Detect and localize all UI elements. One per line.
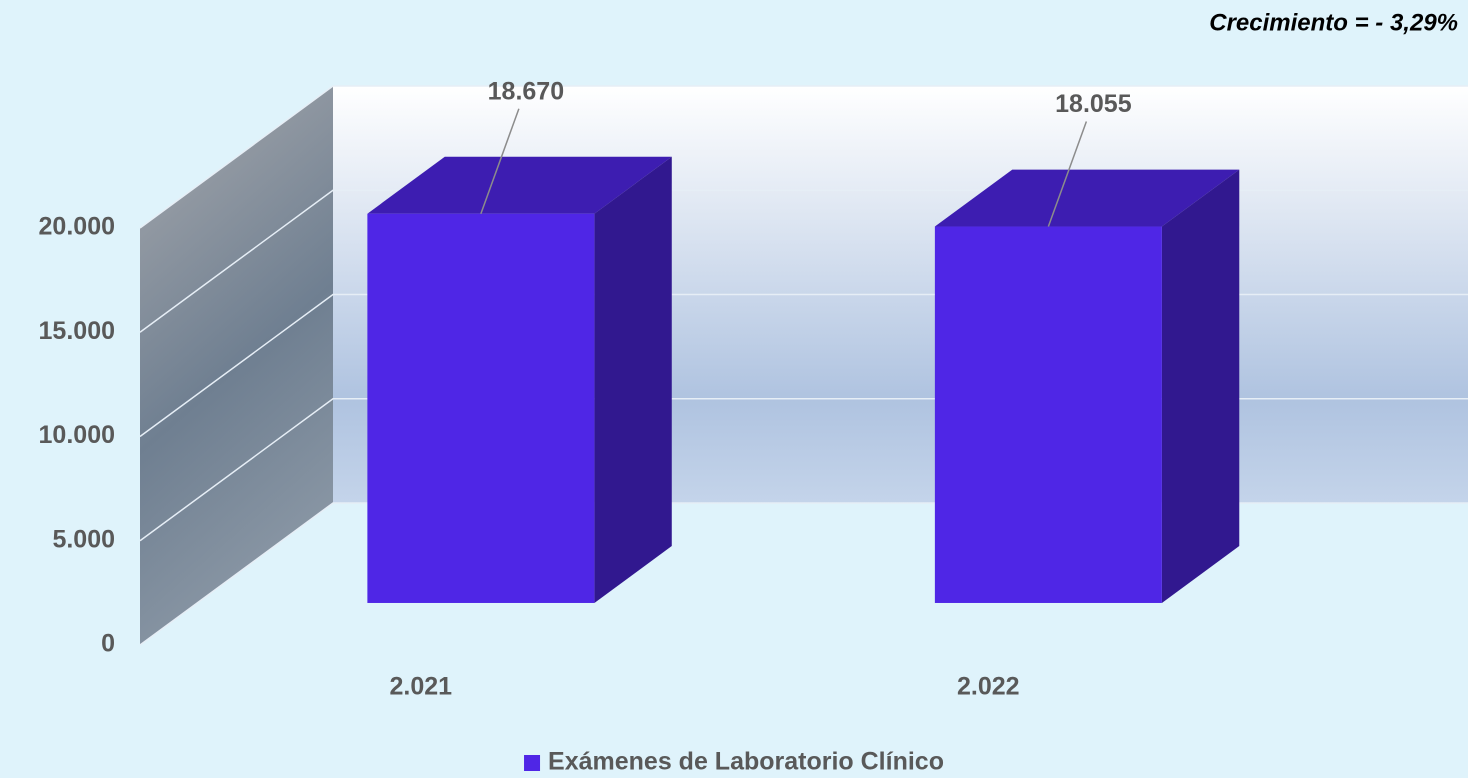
value-label: 18.670 [488, 77, 564, 105]
leader-line [1047, 121, 1088, 227]
value-label: 18.055 [1055, 90, 1132, 118]
y-tick-label: 15.000 [39, 317, 115, 345]
leader-line [480, 108, 520, 214]
annotation: Crecimiento = - 3,29% [1209, 9, 1458, 36]
y-tick-label: 0 [101, 630, 115, 658]
bar-side [594, 156, 672, 603]
bar [934, 226, 1162, 603]
x-tick-label: 2.022 [957, 673, 1020, 701]
bar [367, 213, 595, 603]
y-tick-label: 20.000 [39, 213, 115, 241]
grid-line [139, 85, 1468, 229]
grid-line [139, 502, 1468, 646]
bar-side [1161, 169, 1240, 603]
legend-swatch [524, 755, 541, 771]
bar-top [367, 156, 672, 214]
bar-top [934, 169, 1240, 227]
y-tick-label: 10.000 [39, 421, 115, 449]
y-tick-label: 5.000 [52, 525, 115, 553]
x-tick-label: 2.021 [389, 673, 452, 701]
legend-label: Exámenes de Laboratorio Clínico [548, 748, 944, 776]
